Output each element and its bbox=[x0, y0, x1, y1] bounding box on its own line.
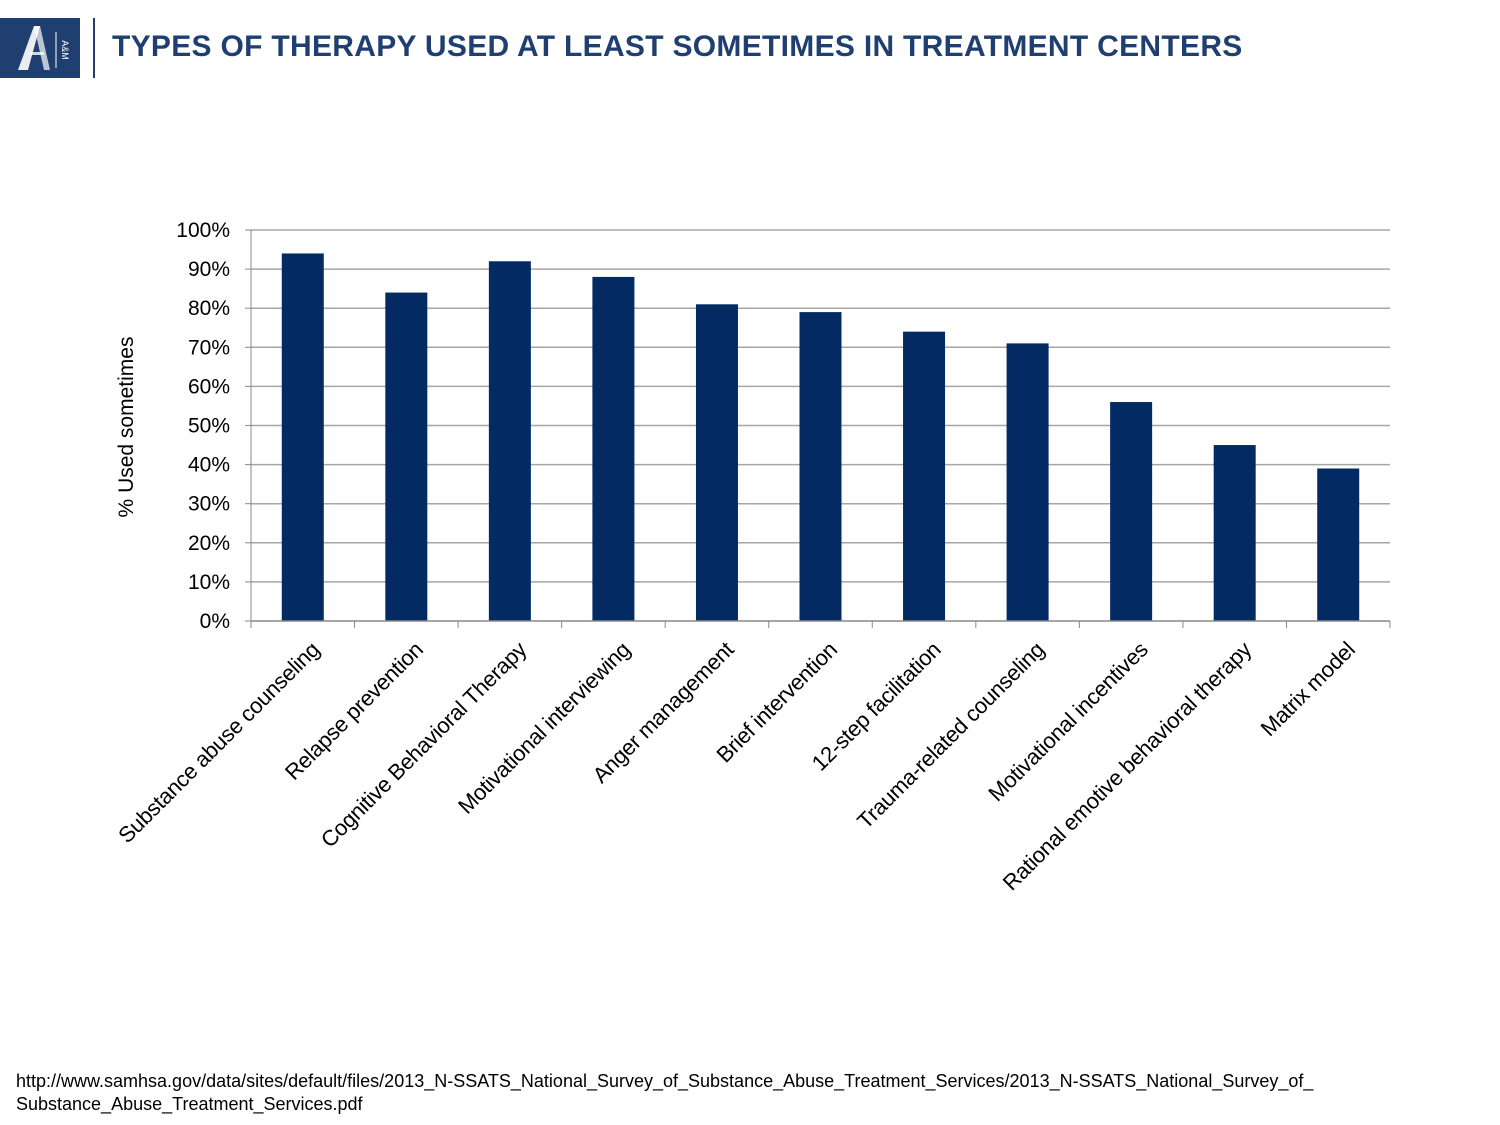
bar bbox=[281, 253, 324, 621]
y-tick-label: 70% bbox=[188, 336, 230, 359]
y-tick-label: 60% bbox=[188, 375, 230, 398]
bar bbox=[1317, 468, 1360, 621]
y-axis-ticks: 0% 10% 20% 30% 40% 50% 60% 70% 80% 90% 100% bbox=[176, 219, 251, 633]
y-tick-label: 30% bbox=[188, 493, 230, 516]
x-axis bbox=[250, 230, 1391, 628]
bar bbox=[903, 331, 946, 621]
page-title: TYPES OF THERAPY USED AT LEAST SOMETIMES… bbox=[112, 30, 1243, 63]
bar bbox=[695, 304, 738, 621]
bars bbox=[281, 253, 1360, 621]
y-tick-label: 40% bbox=[188, 454, 230, 477]
x-tick-label: Substance abuse counseling bbox=[113, 637, 324, 848]
bar bbox=[592, 276, 635, 621]
y-tick-label: 80% bbox=[188, 297, 230, 320]
bar bbox=[1006, 343, 1049, 621]
y-tick-label: 50% bbox=[188, 415, 230, 438]
y-tick-label: 90% bbox=[188, 258, 230, 281]
bar bbox=[488, 261, 531, 621]
bar bbox=[385, 292, 428, 621]
bar-chart: 0% 10% 20% 30% 40% 50% 60% 70% 80% 90% 100% Substa… bbox=[113, 219, 1391, 896]
y-tick-label: 10% bbox=[188, 571, 230, 594]
bar bbox=[1110, 402, 1153, 621]
x-tick-label: Trauma-related counseling bbox=[852, 637, 1049, 834]
bar bbox=[1213, 445, 1256, 621]
y-tick-label: 100% bbox=[176, 219, 230, 242]
company-logo: A&M bbox=[0, 18, 80, 78]
y-axis-label: % Used sometimes bbox=[115, 337, 138, 518]
source-citation: http://www.samhsa.gov/data/sites/default… bbox=[16, 1071, 1314, 1114]
bar bbox=[799, 312, 842, 621]
x-tick-label: Cognitive Behavioral Therapy bbox=[316, 637, 532, 853]
logo-text: A&M bbox=[60, 40, 70, 60]
x-tick-label: Matrix model bbox=[1256, 637, 1360, 741]
y-tick-label: 0% bbox=[200, 610, 230, 633]
logo-icon: A&M bbox=[18, 26, 70, 70]
x-tick-label: Motivational interviewing bbox=[453, 637, 635, 819]
header-divider bbox=[93, 18, 95, 78]
y-tick-label: 20% bbox=[188, 532, 230, 555]
